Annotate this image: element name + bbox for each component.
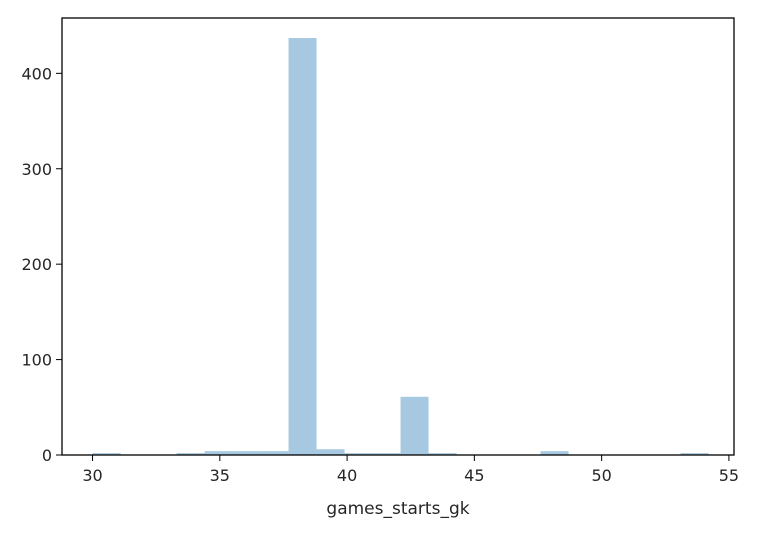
x-axis-label: games_starts_gk — [326, 499, 469, 519]
histogram-bar-6 — [260, 451, 289, 455]
histogram-bar-5 — [232, 451, 261, 455]
x-tick-label: 40 — [337, 466, 357, 485]
histogram-bar-8 — [316, 449, 345, 455]
histogram-bar-21 — [680, 453, 709, 455]
x-axis-ticks: 30 35 40 45 50 55 — [82, 455, 739, 485]
y-tick-label: 100 — [21, 351, 52, 370]
y-tick-label: 200 — [21, 255, 52, 274]
plot-frame — [61, 17, 735, 456]
y-tick-label: 0 — [42, 446, 52, 465]
histogram-bar-10 — [372, 453, 401, 455]
histogram-bar-3 — [176, 453, 205, 455]
histogram-bar-0 — [92, 453, 121, 455]
histogram-bar-7 — [288, 38, 317, 456]
x-tick-label: 45 — [464, 466, 484, 485]
x-tick-label: 50 — [591, 466, 611, 485]
x-tick-label: 30 — [82, 466, 102, 485]
y-axis-ticks: 0 100 200 300 400 — [21, 64, 62, 465]
x-tick-label: 35 — [210, 466, 230, 485]
histogram-bar-9 — [344, 453, 373, 455]
histogram-bars — [92, 38, 709, 456]
histogram-bar-11 — [400, 396, 429, 455]
histogram-bar-12 — [428, 453, 457, 455]
y-tick-label: 400 — [21, 64, 52, 83]
histogram-bar-16 — [540, 451, 569, 455]
x-tick-label: 55 — [719, 466, 739, 485]
histogram-bar-4 — [204, 451, 233, 455]
y-tick-label: 300 — [21, 160, 52, 179]
